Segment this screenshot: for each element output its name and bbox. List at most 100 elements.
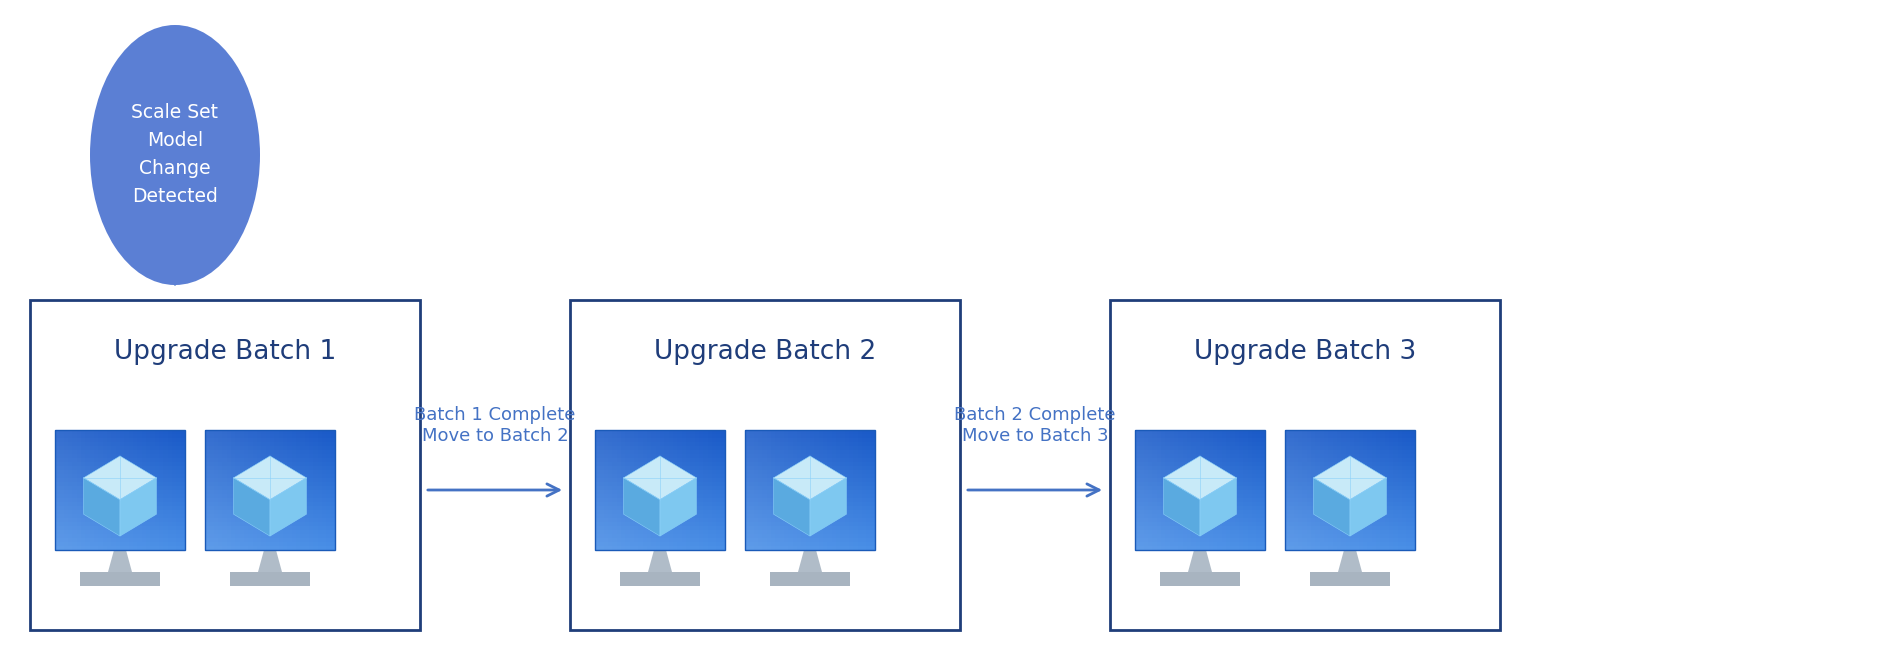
Bar xyxy=(1135,494,1264,499)
Bar xyxy=(323,430,326,550)
Bar xyxy=(621,572,700,586)
Bar xyxy=(1285,522,1416,527)
Bar xyxy=(721,430,725,550)
Bar xyxy=(1135,502,1264,507)
Bar xyxy=(163,430,167,550)
Bar xyxy=(776,430,780,550)
Bar xyxy=(55,530,184,535)
Bar xyxy=(1349,430,1355,550)
Bar xyxy=(810,430,814,550)
Bar xyxy=(205,454,336,459)
Bar xyxy=(594,522,725,527)
Bar xyxy=(788,430,793,550)
Bar xyxy=(1110,300,1499,630)
Bar xyxy=(1285,470,1416,475)
Bar xyxy=(205,502,336,507)
Bar xyxy=(112,430,116,550)
Bar xyxy=(1162,430,1165,550)
Polygon shape xyxy=(774,478,810,536)
Bar xyxy=(594,490,725,495)
Bar xyxy=(1359,430,1363,550)
Bar xyxy=(99,430,102,550)
Bar xyxy=(300,430,306,550)
Bar xyxy=(1285,474,1416,479)
Bar xyxy=(594,514,725,519)
Polygon shape xyxy=(661,478,697,536)
Bar xyxy=(824,430,828,550)
Bar xyxy=(746,434,875,439)
Bar xyxy=(317,430,323,550)
Bar xyxy=(330,430,336,550)
Bar xyxy=(205,466,336,471)
Bar xyxy=(1135,430,1139,550)
Bar xyxy=(594,458,725,463)
Bar xyxy=(1247,430,1253,550)
Bar xyxy=(763,430,767,550)
Bar xyxy=(55,518,184,523)
Bar xyxy=(296,430,300,550)
Bar xyxy=(1260,430,1264,550)
Bar xyxy=(746,506,875,511)
Bar xyxy=(249,430,252,550)
Bar xyxy=(205,534,336,539)
Bar xyxy=(1285,454,1416,459)
Bar xyxy=(55,510,184,515)
Bar xyxy=(698,430,704,550)
Bar xyxy=(780,430,784,550)
Bar xyxy=(120,430,125,550)
Bar xyxy=(1386,430,1389,550)
Bar xyxy=(55,430,184,550)
Bar xyxy=(1135,450,1264,455)
Bar xyxy=(55,506,184,511)
Bar xyxy=(630,430,634,550)
Bar xyxy=(594,538,725,543)
Bar xyxy=(1165,430,1169,550)
Bar xyxy=(55,502,184,507)
Bar xyxy=(746,430,875,435)
Bar xyxy=(1285,446,1416,451)
Bar xyxy=(205,538,336,543)
Bar xyxy=(1367,430,1372,550)
Bar xyxy=(55,458,184,463)
Bar xyxy=(1389,430,1393,550)
Bar xyxy=(85,430,89,550)
Bar xyxy=(797,430,801,550)
Bar xyxy=(708,430,712,550)
Bar xyxy=(1285,458,1416,463)
Bar xyxy=(230,572,309,586)
Bar xyxy=(1205,430,1209,550)
Bar xyxy=(1285,502,1416,507)
Polygon shape xyxy=(270,478,306,536)
Bar xyxy=(95,430,99,550)
Bar xyxy=(594,470,725,475)
Bar xyxy=(750,430,754,550)
Bar xyxy=(594,534,725,539)
Bar xyxy=(1285,510,1416,515)
Bar xyxy=(1135,522,1264,527)
Polygon shape xyxy=(1349,478,1386,536)
Bar xyxy=(818,430,824,550)
Bar xyxy=(205,530,336,535)
Bar xyxy=(594,466,725,471)
Bar xyxy=(1135,486,1264,491)
Bar xyxy=(746,450,875,455)
Bar xyxy=(55,494,184,499)
Bar xyxy=(1179,430,1182,550)
Bar xyxy=(1336,430,1342,550)
Bar xyxy=(239,430,245,550)
Bar xyxy=(55,462,184,467)
Bar xyxy=(746,442,875,447)
Bar xyxy=(871,430,875,550)
Bar xyxy=(746,534,875,539)
Bar xyxy=(594,506,725,511)
Bar xyxy=(801,430,805,550)
Polygon shape xyxy=(1338,550,1363,572)
Bar xyxy=(771,430,776,550)
Polygon shape xyxy=(233,478,270,536)
Bar xyxy=(55,438,184,443)
Bar xyxy=(594,518,725,523)
Bar xyxy=(306,430,309,550)
Bar xyxy=(55,522,184,527)
Bar xyxy=(1135,478,1264,483)
Bar xyxy=(1169,430,1175,550)
